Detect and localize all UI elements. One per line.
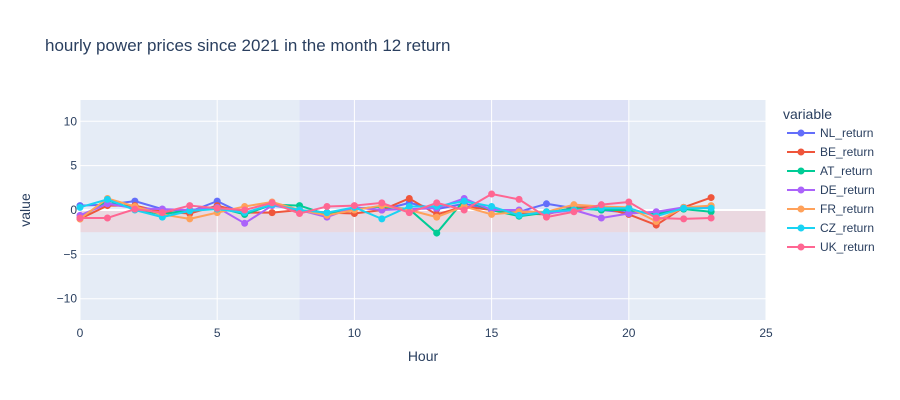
x-tick-label: 10	[348, 326, 362, 340]
legend-item: FR_return	[787, 202, 874, 216]
x-tick-label: 5	[214, 326, 221, 340]
plot-area[interactable]	[76, 100, 767, 320]
data-point	[488, 210, 496, 218]
data-point	[570, 201, 578, 209]
legend-title: variable	[783, 106, 832, 122]
legend-label: UK_return	[820, 240, 875, 254]
x-tick-label: 25	[759, 326, 773, 340]
legend-swatch-marker	[797, 167, 805, 175]
series-layer	[76, 190, 715, 237]
legend-item: NL_return	[787, 126, 873, 140]
data-point	[268, 199, 276, 207]
data-point	[241, 206, 249, 214]
legend-swatch-marker	[797, 186, 805, 194]
legend-swatch-marker	[797, 224, 805, 232]
data-point	[268, 209, 276, 217]
legend-label: DE_return	[820, 183, 875, 197]
data-point	[625, 210, 633, 218]
data-point	[323, 202, 331, 210]
y-tick-label: 5	[70, 159, 77, 173]
x-axis-ticks: 0 5 10 15 20 25	[77, 326, 773, 340]
data-point	[460, 206, 468, 214]
y-tick-label: −5	[63, 247, 77, 261]
y-tick-label: −10	[57, 292, 78, 306]
legend: variable NL_return BE_return AT_return DE_r…	[783, 106, 875, 254]
data-point	[186, 202, 194, 210]
data-point	[131, 205, 139, 213]
legend-label: FR_return	[820, 202, 874, 216]
legend-label: BE_return	[820, 145, 874, 159]
x-axis-title: Hour	[408, 348, 439, 364]
data-point	[680, 204, 688, 212]
data-point	[707, 204, 715, 212]
y-axis-title: value	[17, 193, 33, 227]
data-point	[76, 214, 84, 222]
legend-swatch-marker	[797, 205, 805, 213]
data-point	[542, 200, 550, 208]
legend-swatch-marker	[797, 148, 805, 156]
y-tick-label: 10	[64, 114, 78, 128]
data-point	[405, 194, 413, 202]
data-point	[186, 207, 194, 215]
data-point	[241, 219, 249, 227]
data-point	[515, 211, 523, 219]
data-point	[488, 202, 496, 210]
legend-items: NL_return BE_return AT_return DE_return FR_r…	[787, 126, 875, 254]
data-point	[350, 202, 358, 210]
y-tick-label: 0	[70, 203, 77, 217]
series-line	[80, 193, 712, 220]
data-point	[460, 197, 468, 205]
data-point	[158, 209, 166, 217]
data-point	[103, 195, 111, 203]
legend-swatch-marker	[797, 243, 805, 251]
series-line	[79, 198, 712, 220]
y-axis-ticks: −10 −5 0 5 10	[57, 114, 78, 305]
legend-label: CZ_return	[820, 221, 874, 235]
data-point	[597, 201, 605, 209]
data-point	[433, 229, 441, 237]
series-line	[79, 197, 712, 225]
data-point	[707, 194, 715, 202]
x-tick-label: 15	[485, 326, 499, 340]
chart-title: hourly power prices since 2021 in the mo…	[45, 36, 450, 55]
legend-item: UK_return	[787, 240, 875, 254]
data-point	[378, 199, 386, 207]
data-point	[597, 214, 605, 222]
data-point	[405, 209, 413, 217]
data-point	[707, 214, 715, 222]
legend-item: DE_return	[787, 183, 875, 197]
data-point	[186, 215, 194, 223]
data-point	[405, 202, 413, 210]
data-point	[103, 214, 111, 222]
x-tick-label: 20	[622, 326, 636, 340]
data-point	[433, 213, 441, 221]
legend-swatch-marker	[797, 129, 805, 137]
x-tick-label: 0	[77, 326, 84, 340]
data-point	[515, 195, 523, 203]
data-point	[76, 203, 84, 211]
data-point	[488, 190, 496, 198]
data-point	[625, 198, 633, 206]
legend-item: AT_return	[787, 164, 872, 178]
data-point	[680, 215, 688, 223]
data-point	[323, 209, 331, 217]
data-point	[570, 208, 578, 216]
legend-item: CZ_return	[787, 221, 874, 235]
legend-label: NL_return	[820, 126, 873, 140]
data-point	[213, 204, 221, 212]
data-point	[652, 214, 660, 222]
data-point	[433, 199, 441, 207]
series-UK_return	[76, 190, 715, 223]
data-point	[542, 208, 550, 216]
data-point	[296, 210, 304, 218]
data-point	[542, 213, 550, 221]
data-point	[625, 204, 633, 212]
data-point	[378, 215, 386, 223]
legend-label: AT_return	[820, 164, 872, 178]
legend-item: BE_return	[787, 145, 874, 159]
